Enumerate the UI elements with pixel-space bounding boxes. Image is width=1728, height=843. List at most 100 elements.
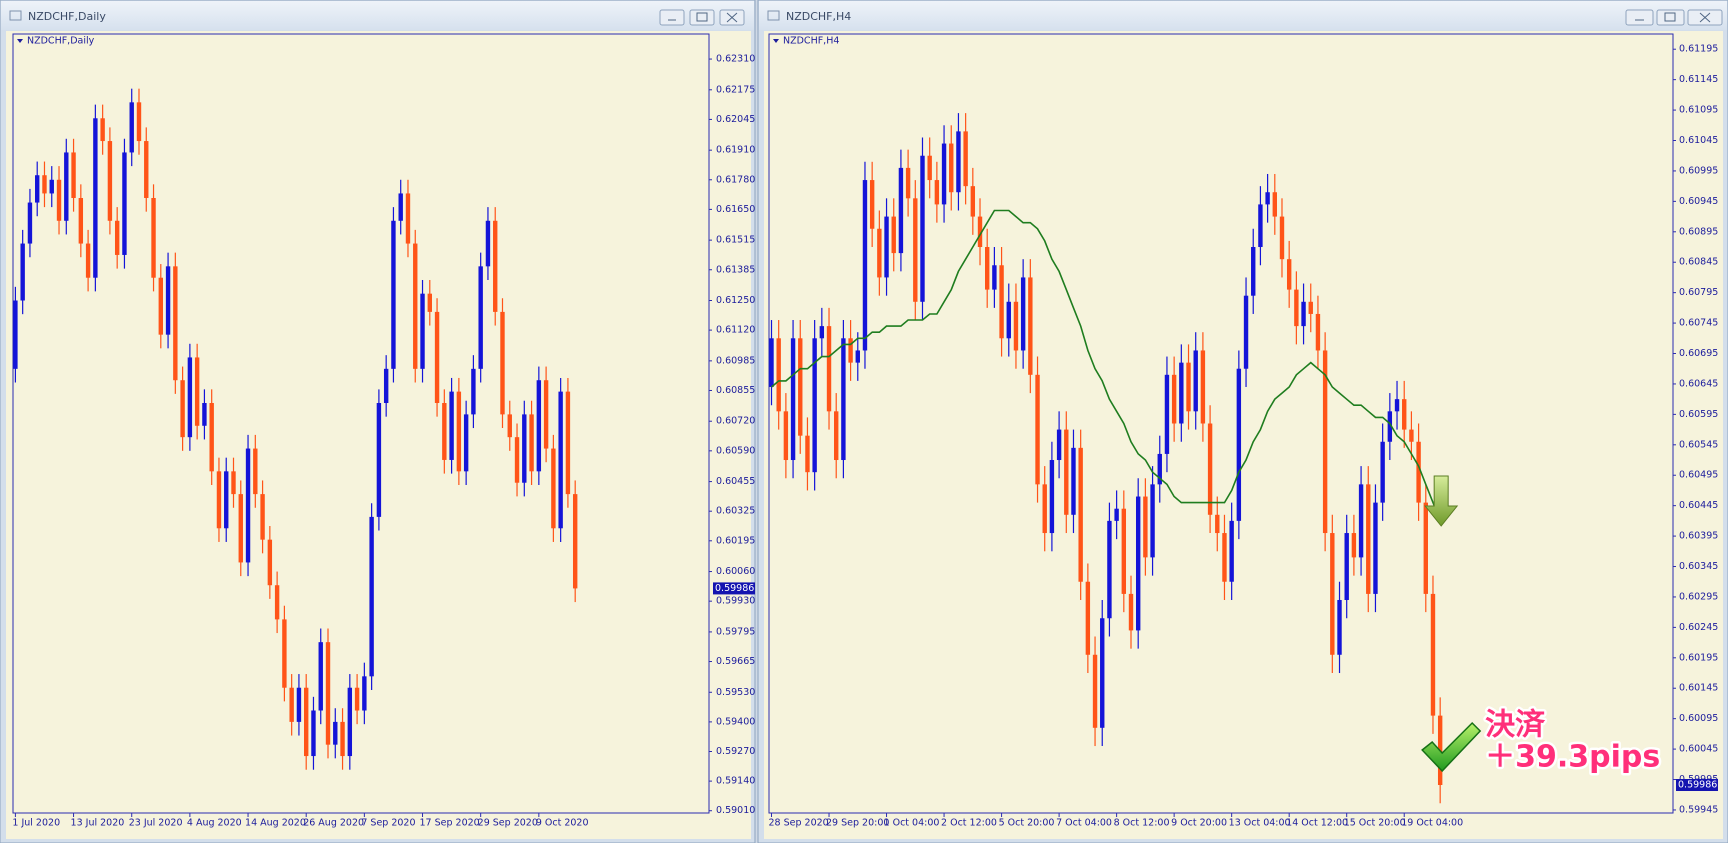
y-tick-label: 0.60645 [1679,378,1718,389]
candle-body [1085,581,1091,655]
y-tick-label: 0.60945 [1679,196,1718,207]
candle-body [869,180,875,229]
candle-body [136,102,142,142]
y-tick-label: 0.59930 [716,596,755,607]
y-tick-label: 0.60060 [716,566,755,577]
candle-body [1215,514,1220,534]
candle-body [769,338,774,387]
candle-body [260,494,265,540]
chart-label: NZDCHF,H4 [783,36,839,47]
candle-body [1286,259,1292,290]
candle-body [1013,301,1019,351]
window-title: NZDCHF,H4 [786,10,851,23]
candle-body [1020,277,1026,351]
chart-label: NZDCHF,Daily [27,36,95,47]
candle-body [1042,484,1047,534]
candle-body [522,414,527,483]
annotation: 決済 [1485,708,1546,743]
x-tick-label: 29 Sep 2020 [478,818,538,829]
y-tick-label: 0.61095 [1679,105,1718,116]
y-tick-label: 0.59795 [716,626,755,637]
minimize-button[interactable] [659,9,685,26]
title-bar [759,1,1727,30]
window-daily: NZDCHF,Daily NZDCHF,Daily [0,0,756,843]
candle-body [427,293,432,312]
x-tick-label: 15 Oct 20:00 [1344,818,1406,829]
y-tick-label: 0.60045 [1679,744,1718,755]
candle-body [934,180,940,205]
candle-body [1092,654,1098,728]
candle-body [78,198,84,244]
candle-body [85,243,91,278]
candle-body [434,311,440,403]
candle-body [1409,429,1414,442]
candle-body [1186,362,1191,412]
y-tick-label: 0.60995 [1679,165,1718,176]
candle-body [304,687,309,757]
candle-body [107,141,113,221]
candle-body [471,368,476,415]
maximize-button[interactable] [1656,9,1685,26]
y-tick-label: 0.61515 [716,235,755,246]
y-tick-label: 0.61195 [1679,44,1718,55]
candle-body [173,266,178,381]
candle-body [340,721,345,757]
candle-body [311,710,316,757]
maximize-button[interactable] [689,9,715,26]
candle-body [1265,192,1270,205]
candle-body [1315,313,1321,351]
candle-body [558,391,563,529]
candle-body [1416,441,1421,503]
candle-body [1322,350,1328,534]
candle-body [798,338,803,436]
icon [1699,12,1711,23]
candle-body [1279,216,1285,260]
candle-body [977,216,983,248]
candle-body [1135,496,1141,631]
current-price-label: 0.59986 [715,583,754,594]
x-tick-label: 7 Oct 04:00 [1056,818,1112,829]
candle-body [1380,441,1385,503]
candle-body [56,179,62,221]
candle-body [231,471,236,495]
candle-body [941,143,947,205]
candle-body [855,350,860,363]
candle-body [289,687,294,722]
candle-body [572,494,578,589]
icon [726,12,738,23]
candle-body [347,687,353,757]
minimize-button[interactable] [1625,9,1654,26]
y-tick-label: 0.60445 [1679,500,1718,511]
window-buttons[interactable] [1625,9,1723,26]
candle-body [1150,484,1155,558]
y-tick-label: 0.60145 [1679,683,1718,694]
candle-body [999,265,1004,339]
x-tick-label: 7 Sep 2020 [361,818,415,829]
x-tick-label: 2 Oct 12:00 [941,818,997,829]
candle-body [819,326,825,339]
window-buttons[interactable] [659,9,745,26]
candle-body [884,216,889,278]
candle-body [42,175,47,194]
candle-body [834,411,839,461]
menu-triangle [773,39,779,43]
x-tick-label: 13 Oct 04:00 [1229,818,1291,829]
x-tick-label: 8 Oct 12:00 [1114,818,1170,829]
candle-body [1164,374,1170,454]
y-tick-label: 0.61385 [716,264,755,275]
candle-body [1294,289,1299,327]
candle-body [1258,204,1263,248]
candle-body [1128,593,1134,631]
x-tick-label: 28 Sep 2020 [769,818,829,829]
candle-body [100,118,105,142]
candle-body [1107,520,1112,619]
y-tick-label: 0.59665 [716,656,755,667]
candle-body [776,338,781,412]
candle-body [442,403,447,460]
y-tick-label: 0.59270 [716,746,755,757]
candle-body [1251,247,1256,296]
candle-body [129,102,134,153]
candle-body [216,471,222,529]
y-tick-label: 0.61780 [716,174,755,185]
candle-body [543,380,549,449]
